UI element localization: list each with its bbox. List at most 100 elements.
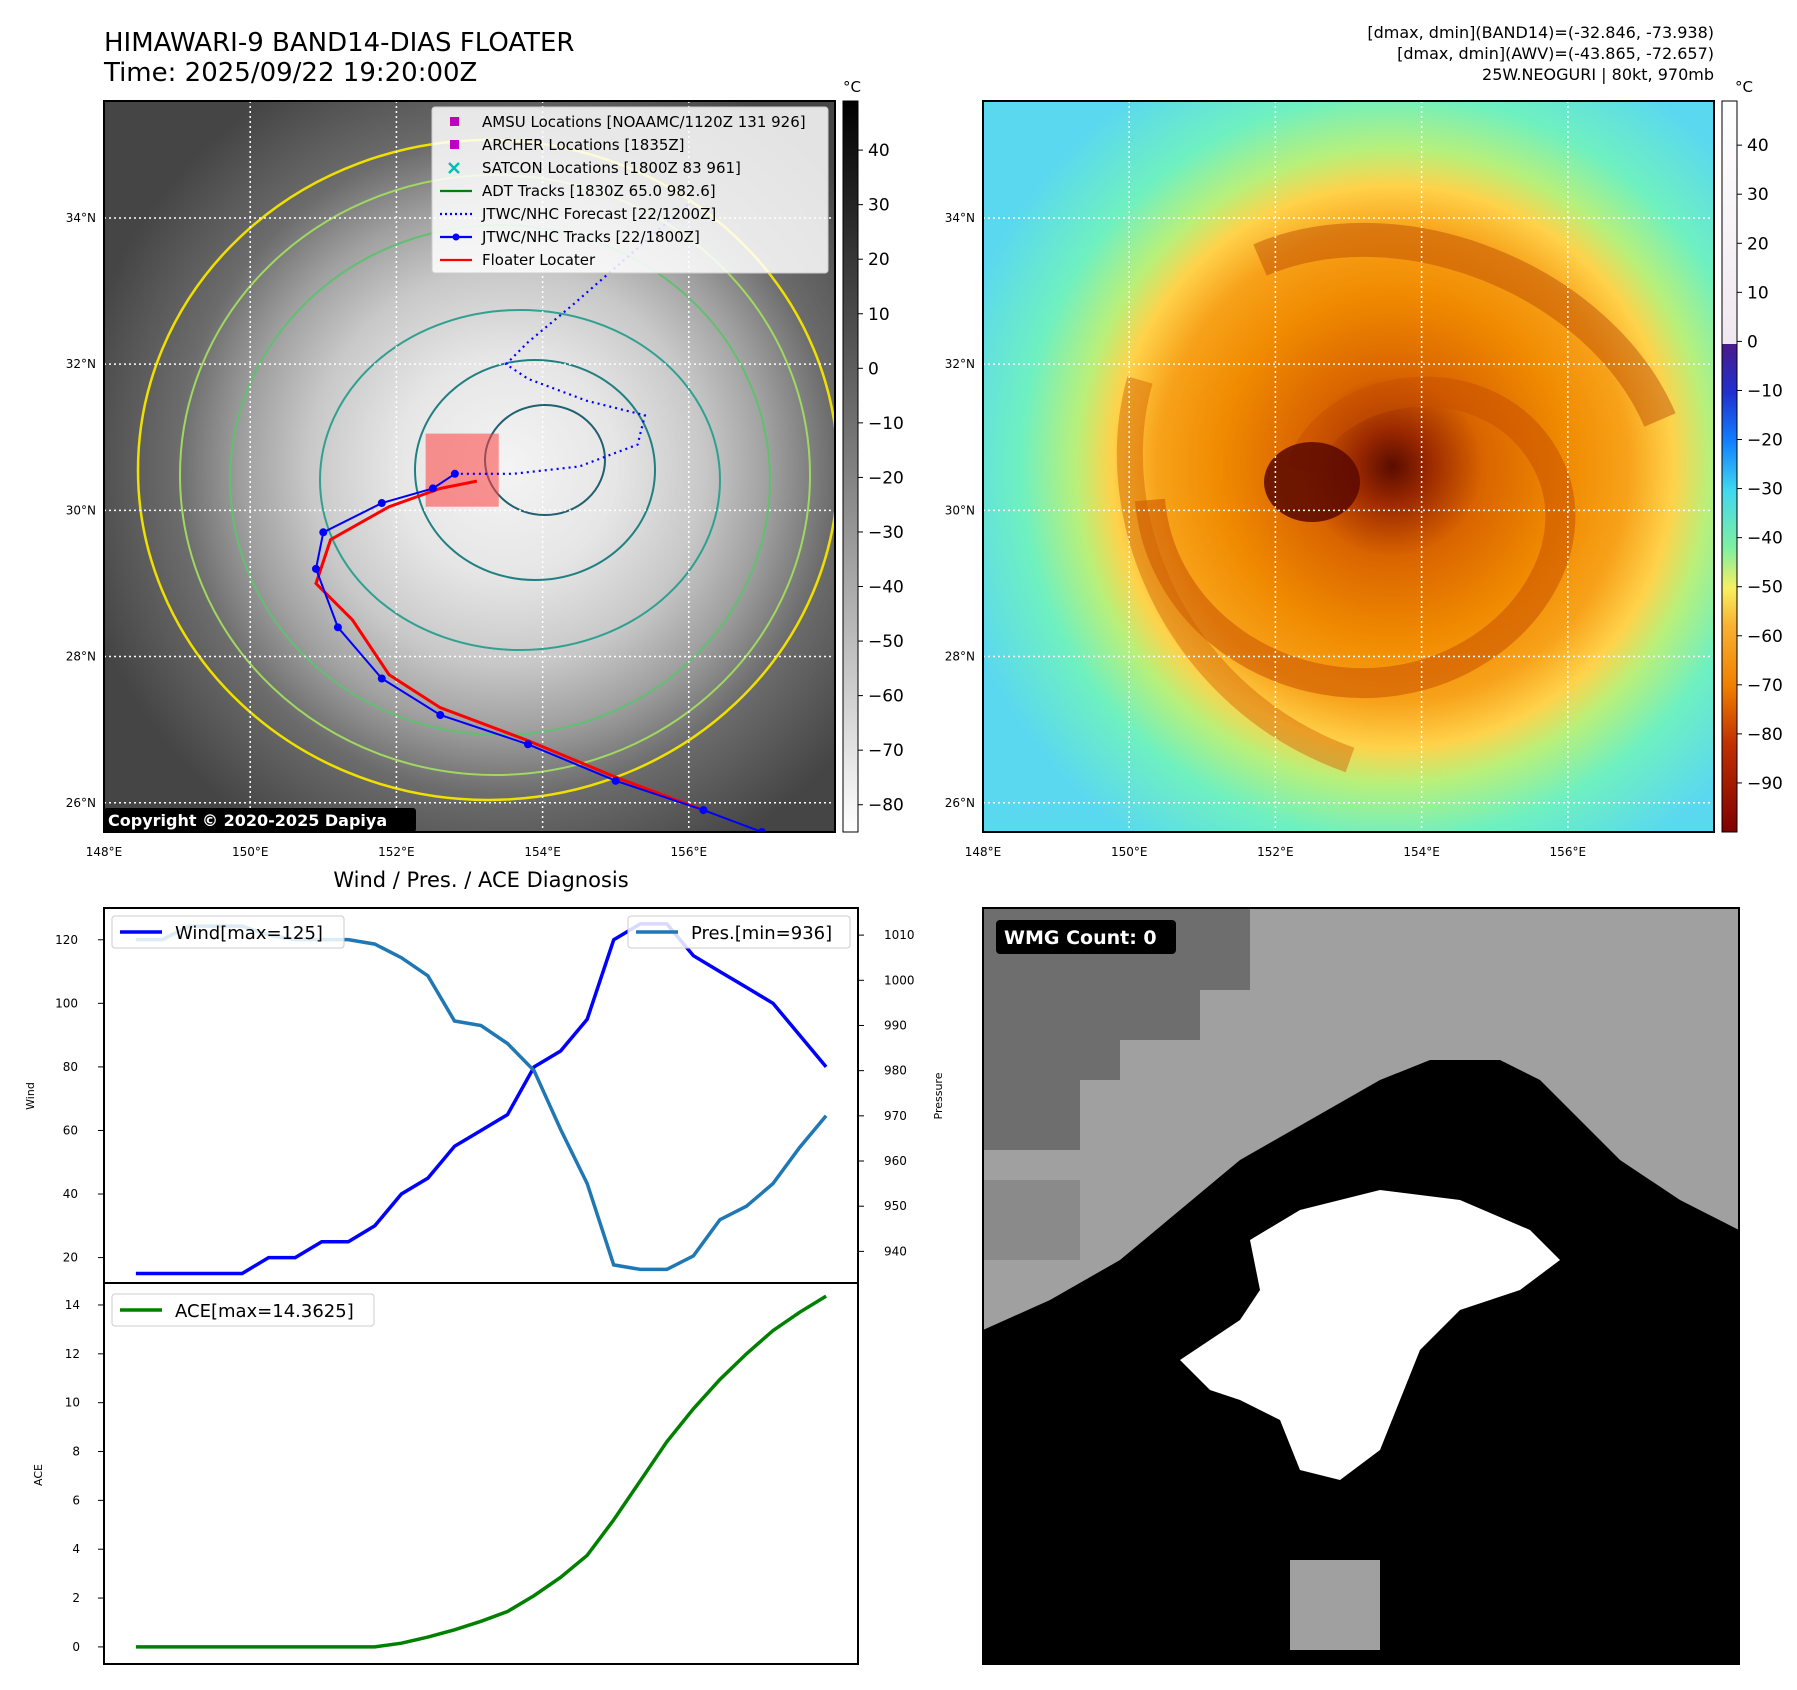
- pressure-ytick-label: 970: [884, 1109, 907, 1123]
- ace-ytick-label: 12: [65, 1347, 80, 1361]
- map-legend: AMSU Locations [NOAAMC/1120Z 131 926] ARC…: [431, 106, 829, 274]
- colorbar-tick-label: −60: [868, 687, 904, 707]
- wind-series-line: [135, 922, 828, 1276]
- jtwc-track-point: [450, 469, 459, 478]
- ir-lon-label: 150°E: [232, 845, 269, 859]
- awv-colorbar-frame: [1721, 100, 1738, 833]
- wind-plot-area: [104, 908, 858, 1283]
- legend-label: ARCHER Locations [1835Z]: [482, 136, 685, 154]
- wind-ylabel: Wind: [24, 1082, 37, 1110]
- colorbar-tick-label: 10: [1747, 283, 1769, 303]
- legend-entry: AMSU Locations [NOAAMC/1120Z 131 926]: [450, 113, 806, 131]
- wmg-frame: [982, 907, 1740, 1665]
- header-right-line3: 25W.NEOGURI | 80kt, 970mb: [1482, 65, 1714, 84]
- ir-map-frame: [103, 100, 836, 833]
- colorbar-tick-label: 40: [868, 141, 890, 161]
- legend-label: AMSU Locations [NOAAMC/1120Z 131 926]: [482, 113, 806, 131]
- colorbar-tick-label: −30: [868, 523, 904, 543]
- jtwc-track-point: [611, 776, 620, 785]
- wmg-count-label: WMG Count: 0: [1004, 927, 1157, 949]
- ir-colorbar-ticks: 40 30 20 10 0 −10 −20 −30 −40 −50 −60 −70 −80: [858, 141, 904, 816]
- ir-colorbar-unit: °C: [843, 78, 861, 96]
- colorbar-tick-label: −10: [868, 414, 904, 434]
- legend-label: Floater Locater: [482, 251, 596, 269]
- colorbar-tick-label: 0: [1747, 332, 1758, 352]
- floater-box: [425, 433, 499, 507]
- ace-plot-frame: [103, 1282, 859, 1665]
- colorbar-tick-label: −50: [1747, 578, 1783, 598]
- colorbar-tick-label: −80: [1747, 725, 1783, 745]
- legend-label: JTWC/NHC Tracks [22/1800Z]: [481, 228, 700, 246]
- wind-legend-label: Wind[max=125]: [175, 923, 323, 944]
- colorbar-tick-label: 30: [1747, 185, 1769, 205]
- awv-colorbar-bottom: [1722, 344, 1737, 832]
- legend-entry: ADT Tracks [1830Z 65.0 982.6]: [440, 182, 716, 200]
- jtwc-track-point: [319, 528, 328, 537]
- ir-lat-label: 28°N: [66, 650, 96, 664]
- legend-label: ADT Tracks [1830Z 65.0 982.6]: [482, 182, 716, 200]
- header-right-line1: [dmax, dmin](BAND14)=(-32.846, -73.938): [1367, 23, 1714, 42]
- pressure-ytick-label: 980: [884, 1064, 907, 1078]
- wind-legend: Wind[max=125]: [111, 915, 345, 949]
- ace-ytick-label: 0: [72, 1640, 80, 1654]
- awv-map-panel: 34°N 32°N 30°N 28°N 26°N 148°E 150°E 152°E 154°…: [945, 78, 1783, 859]
- awv-colorbar-top: [1722, 101, 1737, 344]
- jtwc-track-point: [377, 499, 386, 508]
- colorbar-tick-label: −50: [868, 632, 904, 652]
- jtwc-track-point: [311, 564, 320, 573]
- jtwc-track-point: [377, 674, 386, 683]
- ace-plot-area: [104, 1283, 858, 1664]
- header-right-line2: [dmax, dmin](AWV)=(-43.865, -72.657): [1397, 44, 1714, 63]
- wind-ytick-label: 100: [55, 996, 78, 1010]
- colorbar-tick-label: 40: [1747, 136, 1769, 156]
- wind-ytick-label: 120: [55, 933, 78, 947]
- awv-lon-label: 156°E: [1550, 845, 1587, 859]
- colorbar-tick-label: −70: [1747, 676, 1783, 696]
- legend-label: SATCON Locations [1800Z 83 961]: [482, 159, 741, 177]
- awv-lon-label: 154°E: [1403, 845, 1440, 859]
- awv-lon-label: 150°E: [1111, 845, 1148, 859]
- colorbar-tick-label: −40: [868, 578, 904, 598]
- pressure-ytick-label: 1000: [884, 973, 915, 987]
- pressure-ytick-label: 950: [884, 1199, 907, 1213]
- pressure-yticks: 940 950 960 970 980 990 1000 1010: [858, 928, 915, 1258]
- awv-map-frame: [982, 100, 1715, 833]
- awv-lat-label: 32°N: [945, 357, 975, 371]
- wind-ytick-label: 20: [63, 1251, 78, 1265]
- ir-map-panel: 34°N 32°N 30°N 28°N 26°N 148°E 150°E 152°E 154°…: [66, 78, 904, 859]
- wind-ytick-label: 40: [63, 1187, 78, 1201]
- wind-pressure-chart: Wind / Pres. / ACE Diagnosis 20 40 60 80 100…: [24, 868, 945, 1284]
- awv-lat-labels: 34°N 32°N 30°N 28°N 26°N: [945, 211, 975, 810]
- colorbar-tick-label: −20: [868, 468, 904, 488]
- ace-ytick-label: 6: [72, 1493, 80, 1507]
- legend-box: [431, 106, 829, 274]
- ace-ytick-label: 14: [65, 1298, 80, 1312]
- pressure-ylabel: Pressure: [932, 1072, 945, 1119]
- colorbar-tick-label: −60: [1747, 627, 1783, 647]
- wmg-count-badge: [996, 920, 1176, 954]
- floater-locater-line: [314, 479, 704, 812]
- chart-title: Wind / Pres. / ACE Diagnosis: [333, 868, 628, 892]
- awv-lat-label: 26°N: [945, 796, 975, 810]
- ace-legend: ACE[max=14.3625]: [111, 1293, 375, 1327]
- colorbar-tick-label: −30: [1747, 480, 1783, 500]
- wind-yticks: 20 40 60 80 100 120: [55, 933, 104, 1265]
- ace-ytick-label: 8: [72, 1445, 80, 1459]
- ir-lon-label: 152°E: [378, 845, 415, 859]
- header-title-line2: Time: 2025/09/22 19:20:00Z: [103, 58, 477, 88]
- legend-entry: JTWC/NHC Forecast [22/1200Z]: [440, 205, 716, 223]
- ace-ytick-label: 4: [72, 1542, 80, 1556]
- ir-lat-label: 26°N: [66, 796, 96, 810]
- pressure-ytick-label: 940: [884, 1244, 907, 1258]
- awv-lon-labels: 148°E 150°E 152°E 154°E 156°E: [965, 845, 1586, 859]
- legend-entry: Floater Locater: [440, 251, 596, 269]
- ace-ytick-label: 10: [65, 1396, 80, 1410]
- colorbar-tick-label: 30: [868, 196, 890, 216]
- colorbar-tick-label: −20: [1747, 431, 1783, 451]
- ace-legend-label: ACE[max=14.3625]: [175, 1301, 354, 1322]
- awv-lon-label: 152°E: [1257, 845, 1294, 859]
- legend-entry: SATCON Locations [1800Z 83 961]: [448, 159, 741, 177]
- awv-lat-label: 30°N: [945, 503, 975, 517]
- copyright-text: Copyright © 2020-2025 Dapiya: [108, 811, 387, 830]
